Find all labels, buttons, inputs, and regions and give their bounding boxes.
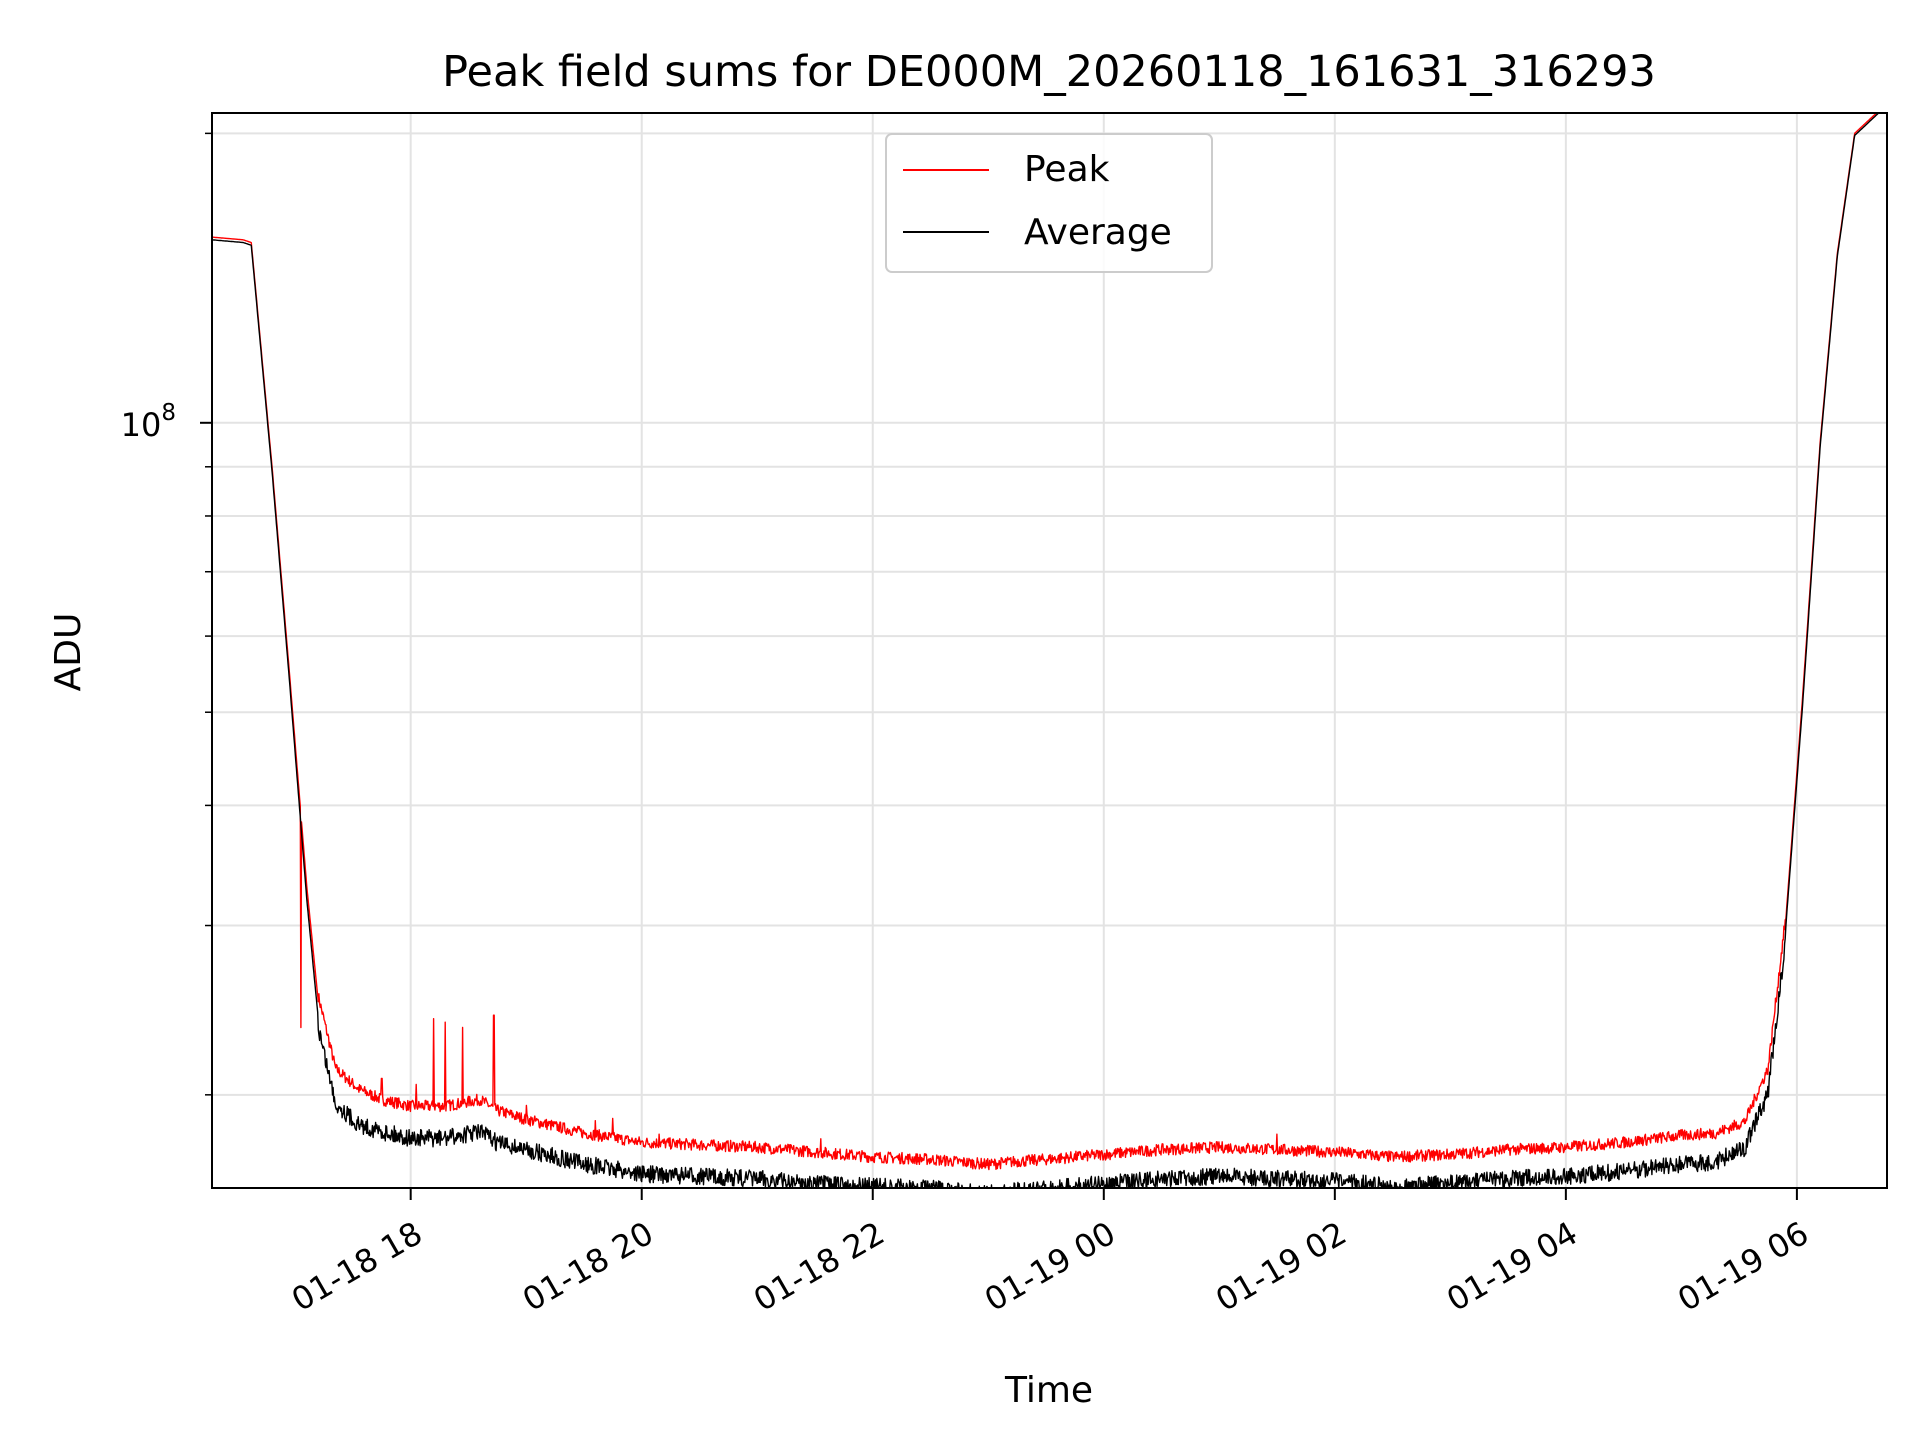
y-tick-label-1e8: 108 [121,400,176,444]
plot-frame [211,112,1888,1189]
series-peak-line [212,113,1878,1171]
y-tick-label-exponent: 8 [161,400,176,426]
chart-title: Peak field sums for DE000M_20260118_1616… [442,47,1656,97]
legend: Peak Average [885,133,1213,273]
y-tick-label-base: 10 [121,406,162,444]
series-average-line [212,113,1880,1188]
legend-average-label: Average [1024,212,1172,253]
legend-box [885,133,1213,273]
series-layer [212,113,1880,1188]
legend-peak-label: Peak [1024,149,1110,190]
y-axis-label: ADU [48,613,89,692]
x-axis-label: Time [1004,1370,1093,1411]
grid-layer [212,113,1887,1188]
